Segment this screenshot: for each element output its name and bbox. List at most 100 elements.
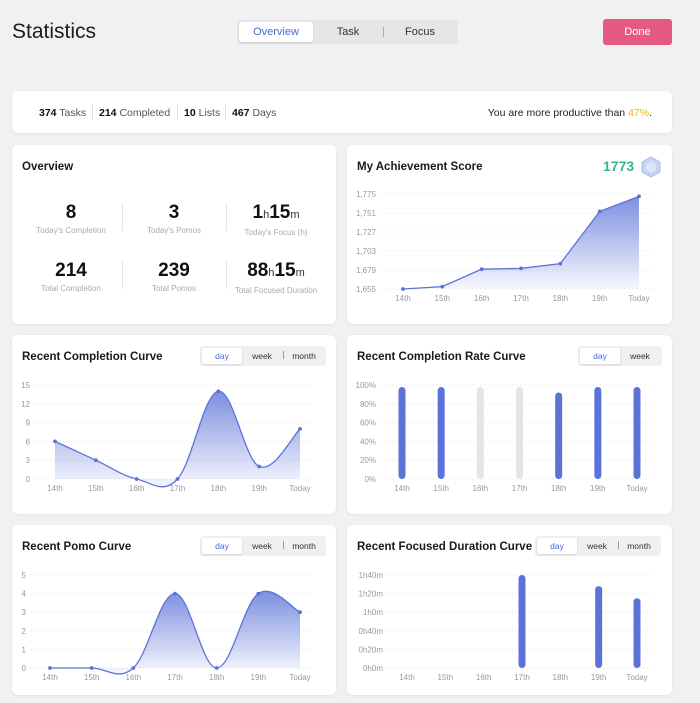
- bar: [518, 575, 526, 668]
- tab-divider: [283, 351, 284, 359]
- bar: [437, 387, 445, 479]
- tab-week[interactable]: week: [252, 351, 272, 361]
- area-fill: [55, 391, 300, 487]
- y-tick-label: 0h0m: [363, 664, 383, 673]
- divider: [122, 261, 123, 289]
- y-tick-label: 1h40m: [359, 571, 384, 580]
- tab-divider: [283, 541, 284, 549]
- tasks-label: Tasks: [59, 107, 87, 119]
- stat-value: 1h15m: [228, 202, 324, 226]
- tab-week[interactable]: week: [587, 541, 607, 551]
- data-point: [519, 266, 523, 271]
- y-tick-label: 3: [26, 456, 31, 465]
- data-point: [257, 464, 262, 469]
- achievement-title: My Achievement Score: [357, 161, 483, 173]
- x-tick-label: 16th: [476, 673, 492, 682]
- pomo-curve-title: Recent Pomo Curve: [22, 541, 132, 553]
- x-tick-label: 17th: [167, 673, 183, 682]
- tab-month[interactable]: month: [292, 351, 316, 361]
- tab-day[interactable]: day: [580, 348, 620, 364]
- x-tick-label: 18th: [553, 673, 569, 682]
- stat-label: Today's Completion: [36, 226, 106, 235]
- y-tick-label: 4: [22, 590, 27, 599]
- productivity-text: You are more productive than 47%.: [488, 107, 652, 119]
- range-tab-group: day week month: [200, 536, 326, 556]
- tasks-count: 374: [39, 107, 57, 119]
- completion-curve-card: Recent Completion Curve day week month 0…: [12, 335, 336, 514]
- bar: [633, 387, 641, 479]
- x-tick-label: 14th: [394, 484, 410, 493]
- x-tick-label: 19th: [590, 484, 606, 493]
- productivity-prefix: You are more productive than: [487, 107, 629, 119]
- data-point: [48, 666, 52, 670]
- done-button[interactable]: Done: [603, 19, 672, 45]
- x-tick-label: Today: [289, 673, 310, 682]
- y-tick-label: 3: [22, 608, 27, 617]
- tab-month[interactable]: month: [292, 541, 316, 551]
- y-tick-label: 100%: [356, 381, 376, 390]
- tab-month[interactable]: month: [627, 541, 651, 551]
- y-tick-label: 1,775: [356, 190, 377, 199]
- y-tick-label: 0: [22, 664, 27, 673]
- tab-day[interactable]: day: [202, 538, 242, 554]
- summary-tasks: 374 Tasks: [39, 107, 86, 119]
- tab-divider: [618, 541, 619, 549]
- data-point: [89, 666, 94, 670]
- y-tick-label: 0h40m: [359, 627, 384, 636]
- bar: [398, 387, 406, 479]
- x-tick-label: 17th: [513, 294, 529, 303]
- minutes-unit: m: [295, 267, 305, 279]
- completion-rate-chart: 0% 20% 40% 60% 80% 100% 14th 15th 16th 17th 18th 19…: [356, 381, 651, 493]
- tab-day[interactable]: day: [537, 538, 577, 554]
- completion-curve-chart: 0 3 6 9 12 15 14th 15th 16th 17th 18th 19th Today: [21, 381, 314, 493]
- data-point: [134, 477, 139, 481]
- x-tick-label: 15th: [438, 673, 454, 682]
- completed-label: Completed: [119, 107, 171, 119]
- range-tab-group: day week: [578, 346, 662, 366]
- y-tick-label: 0%: [364, 475, 376, 484]
- y-tick-label: 0h20m: [359, 645, 384, 654]
- data-point: [131, 666, 136, 670]
- summary-card: 374 Tasks 214 Completed 10 Lists 467 Day…: [12, 91, 672, 133]
- completion-rate-title: Recent Completion Rate Curve: [357, 351, 526, 363]
- focused-duration-chart: 0h0m 0h20m 0h40m 1h0m 1h20m 1h40m 14th 15th 16th…: [359, 571, 651, 682]
- productivity-percent: 47%: [628, 107, 650, 119]
- data-point: [401, 287, 405, 291]
- y-tick-label: 20%: [360, 456, 376, 465]
- bar-empty: [476, 387, 484, 479]
- y-tick-label: 1,655: [356, 285, 377, 294]
- stat-value: 88h15m: [228, 260, 324, 284]
- view-tab-group: Overview Task Focus: [237, 20, 458, 44]
- y-tick-label: 1h20m: [359, 590, 384, 599]
- stat-label: Total Completion: [41, 284, 101, 293]
- tab-task[interactable]: Task: [336, 26, 360, 38]
- page-title: Statistics: [12, 20, 97, 43]
- tab-week[interactable]: week: [252, 541, 272, 551]
- tab-overview[interactable]: Overview: [239, 22, 313, 42]
- y-tick-label: 1: [22, 645, 27, 654]
- stat-label: Total Pomos: [151, 284, 197, 293]
- data-point: [298, 426, 302, 431]
- minutes-value: 15: [269, 202, 291, 223]
- stat-value: 239: [158, 260, 190, 281]
- x-tick-label: 17th: [514, 673, 530, 682]
- tab-week[interactable]: week: [630, 351, 650, 361]
- x-tick-label: 16th: [129, 484, 145, 493]
- bar: [594, 387, 602, 479]
- x-tick-label: 14th: [395, 294, 411, 303]
- data-point: [298, 610, 302, 615]
- y-tick-label: 2: [22, 627, 27, 636]
- y-tick-label: 1,703: [356, 247, 377, 256]
- x-tick-label: Today: [289, 484, 310, 493]
- tab-focus[interactable]: Focus: [405, 26, 435, 38]
- tab-day[interactable]: day: [202, 348, 242, 364]
- productivity-suffix: .: [649, 107, 652, 119]
- y-tick-label: 0: [26, 475, 31, 484]
- x-tick-label: 14th: [42, 673, 58, 682]
- data-point: [256, 591, 261, 596]
- data-point: [93, 458, 98, 463]
- x-tick-label: 16th: [126, 673, 142, 682]
- completion-rate-card: Recent Completion Rate Curve day week 0%…: [347, 335, 672, 514]
- data-point: [637, 194, 641, 199]
- achievement-chart: 1,655 1,679 1,703 1,727 1,751 1,775 14th 15th 16…: [356, 190, 653, 303]
